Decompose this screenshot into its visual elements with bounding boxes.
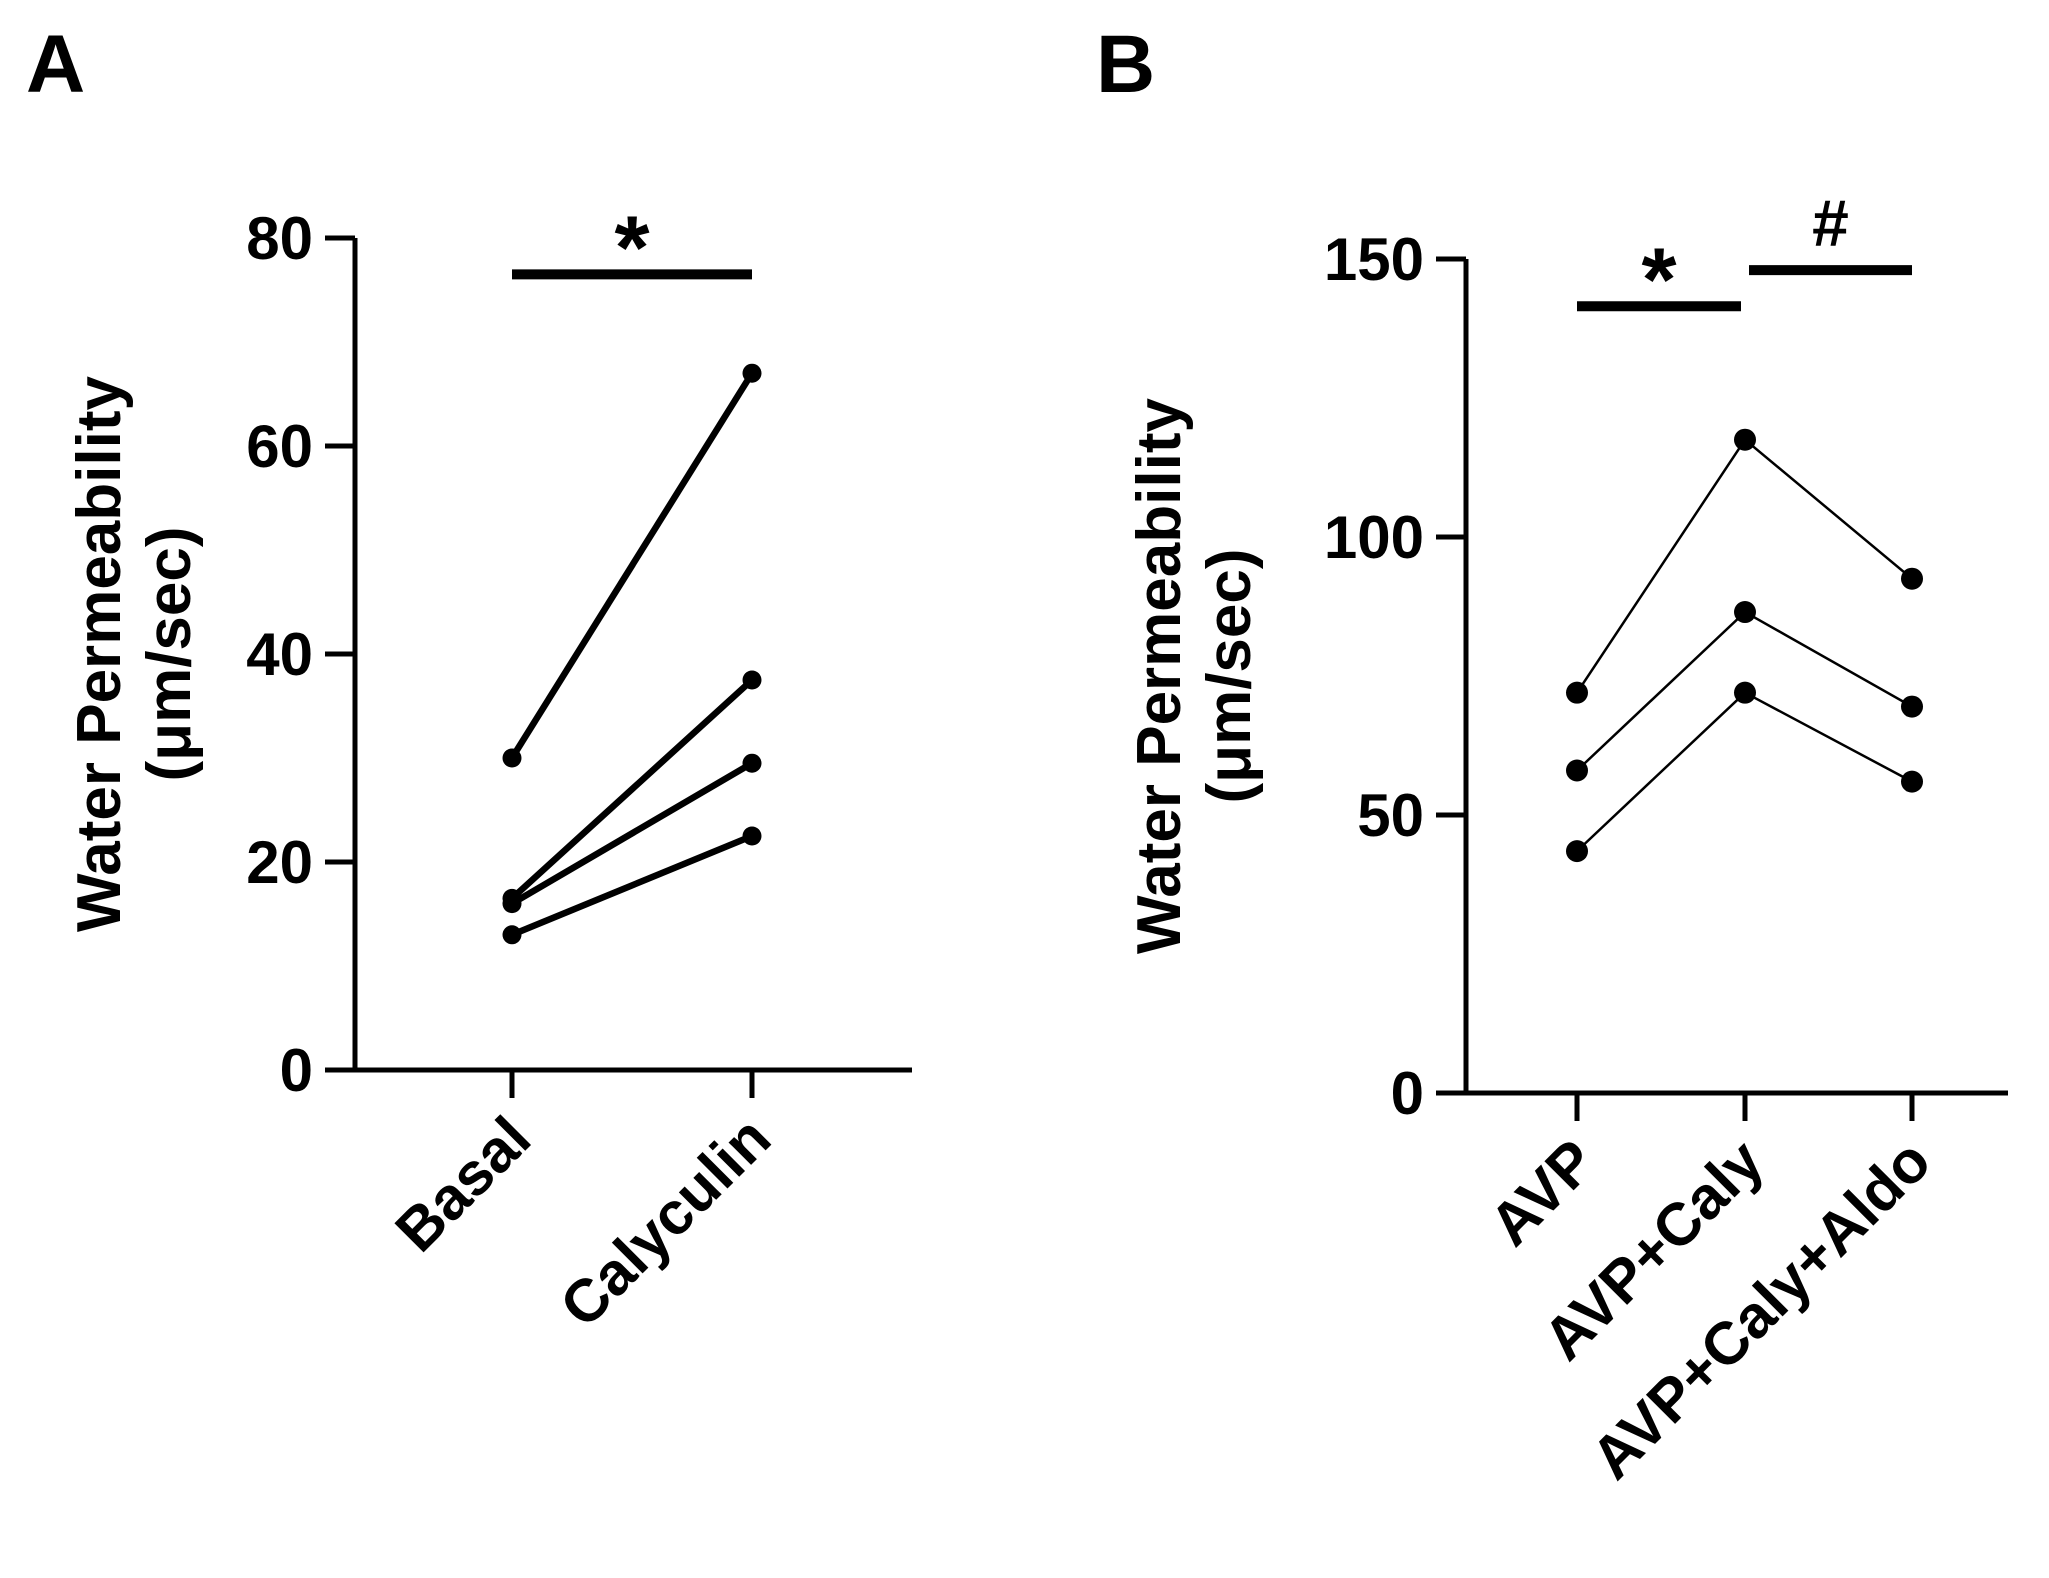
- y-tick-label: 100: [1324, 504, 1424, 571]
- data-point-3-1: [1566, 840, 1588, 863]
- data-point-1-3: [1901, 567, 1923, 590]
- significance-star: *: [1641, 230, 1676, 330]
- y-tick-label: 40: [246, 621, 313, 688]
- series-line-3: [510, 760, 754, 907]
- x-category-label: AVP: [1477, 1127, 1608, 1258]
- significance-star: *: [614, 198, 649, 298]
- y-tick-label: 50: [1357, 782, 1424, 849]
- series-line-1: [1575, 438, 1913, 694]
- series-line-2: [509, 677, 755, 901]
- y-tick-label: 0: [280, 1037, 313, 1104]
- series-line-4: [510, 832, 754, 938]
- y-tick-label: 0: [1391, 1060, 1424, 1127]
- data-point-3-2: [742, 753, 762, 773]
- data-point-2-2: [1734, 601, 1756, 624]
- data-point-2-2: [742, 670, 762, 690]
- data-point-1-2: [1734, 428, 1756, 451]
- y-axis-title-units: (μm/sec): [1195, 548, 1264, 803]
- panel-a: A 0 20 40 60 80 Basal Calyculin Water Permeabili…: [26, 19, 912, 1340]
- data-point-1-2: [742, 363, 762, 383]
- data-point-1-1: [502, 748, 522, 768]
- y-axis-title: Water Permeability: [1125, 398, 1194, 954]
- data-point-3-3: [1901, 770, 1923, 793]
- y-tick-label: 80: [246, 205, 313, 272]
- data-point-3-1: [502, 894, 522, 914]
- data-point-2-3: [1901, 695, 1923, 718]
- data-point-3-2: [1734, 681, 1756, 704]
- panel-letter: B: [1096, 19, 1155, 110]
- significance-hash: #: [1812, 186, 1849, 260]
- data-point-4-2: [742, 826, 762, 846]
- data-point-2-1: [1566, 759, 1588, 782]
- panel-letter: A: [26, 19, 85, 110]
- data-point-1-1: [1566, 681, 1588, 704]
- y-tick-label: 60: [246, 413, 313, 480]
- series-line-1: [509, 371, 755, 760]
- series-line-3: [1576, 691, 1913, 853]
- x-category-label: Basal: [383, 1104, 544, 1265]
- panel-b: B050100150AVPAVP+CalyAVP+Caly+AldoWater …: [1096, 19, 2008, 1492]
- x-category-label: Calyculin: [547, 1104, 783, 1340]
- y-axis-title-units: (μm/sec): [135, 526, 204, 781]
- y-axis-title: Water Permeability: [65, 376, 134, 932]
- data-point-4-1: [502, 925, 522, 945]
- y-tick-label: 150: [1324, 226, 1424, 293]
- y-tick-label: 20: [246, 829, 313, 896]
